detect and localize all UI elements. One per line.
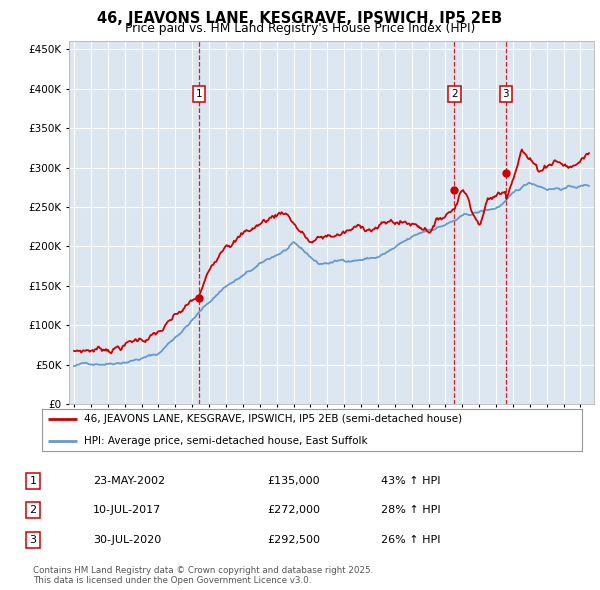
Text: 46, JEAVONS LANE, KESGRAVE, IPSWICH, IP5 2EB (semi-detached house): 46, JEAVONS LANE, KESGRAVE, IPSWICH, IP5… [84, 415, 462, 424]
Text: 3: 3 [503, 89, 509, 99]
Text: £292,500: £292,500 [267, 535, 320, 545]
Text: £272,000: £272,000 [267, 506, 320, 515]
Text: 30-JUL-2020: 30-JUL-2020 [93, 535, 161, 545]
Text: 3: 3 [29, 535, 37, 545]
Text: HPI: Average price, semi-detached house, East Suffolk: HPI: Average price, semi-detached house,… [84, 436, 368, 445]
Text: 2: 2 [29, 506, 37, 515]
Text: 46, JEAVONS LANE, KESGRAVE, IPSWICH, IP5 2EB: 46, JEAVONS LANE, KESGRAVE, IPSWICH, IP5… [97, 11, 503, 25]
Text: Price paid vs. HM Land Registry's House Price Index (HPI): Price paid vs. HM Land Registry's House … [125, 22, 475, 35]
Text: £135,000: £135,000 [267, 476, 320, 486]
Text: 10-JUL-2017: 10-JUL-2017 [93, 506, 161, 515]
Text: 2: 2 [451, 89, 458, 99]
Text: 43% ↑ HPI: 43% ↑ HPI [381, 476, 440, 486]
Text: 26% ↑ HPI: 26% ↑ HPI [381, 535, 440, 545]
Text: 1: 1 [196, 89, 202, 99]
Text: 28% ↑ HPI: 28% ↑ HPI [381, 506, 440, 515]
Text: Contains HM Land Registry data © Crown copyright and database right 2025.
This d: Contains HM Land Registry data © Crown c… [33, 566, 373, 585]
Text: 23-MAY-2002: 23-MAY-2002 [93, 476, 165, 486]
Text: 1: 1 [29, 476, 37, 486]
